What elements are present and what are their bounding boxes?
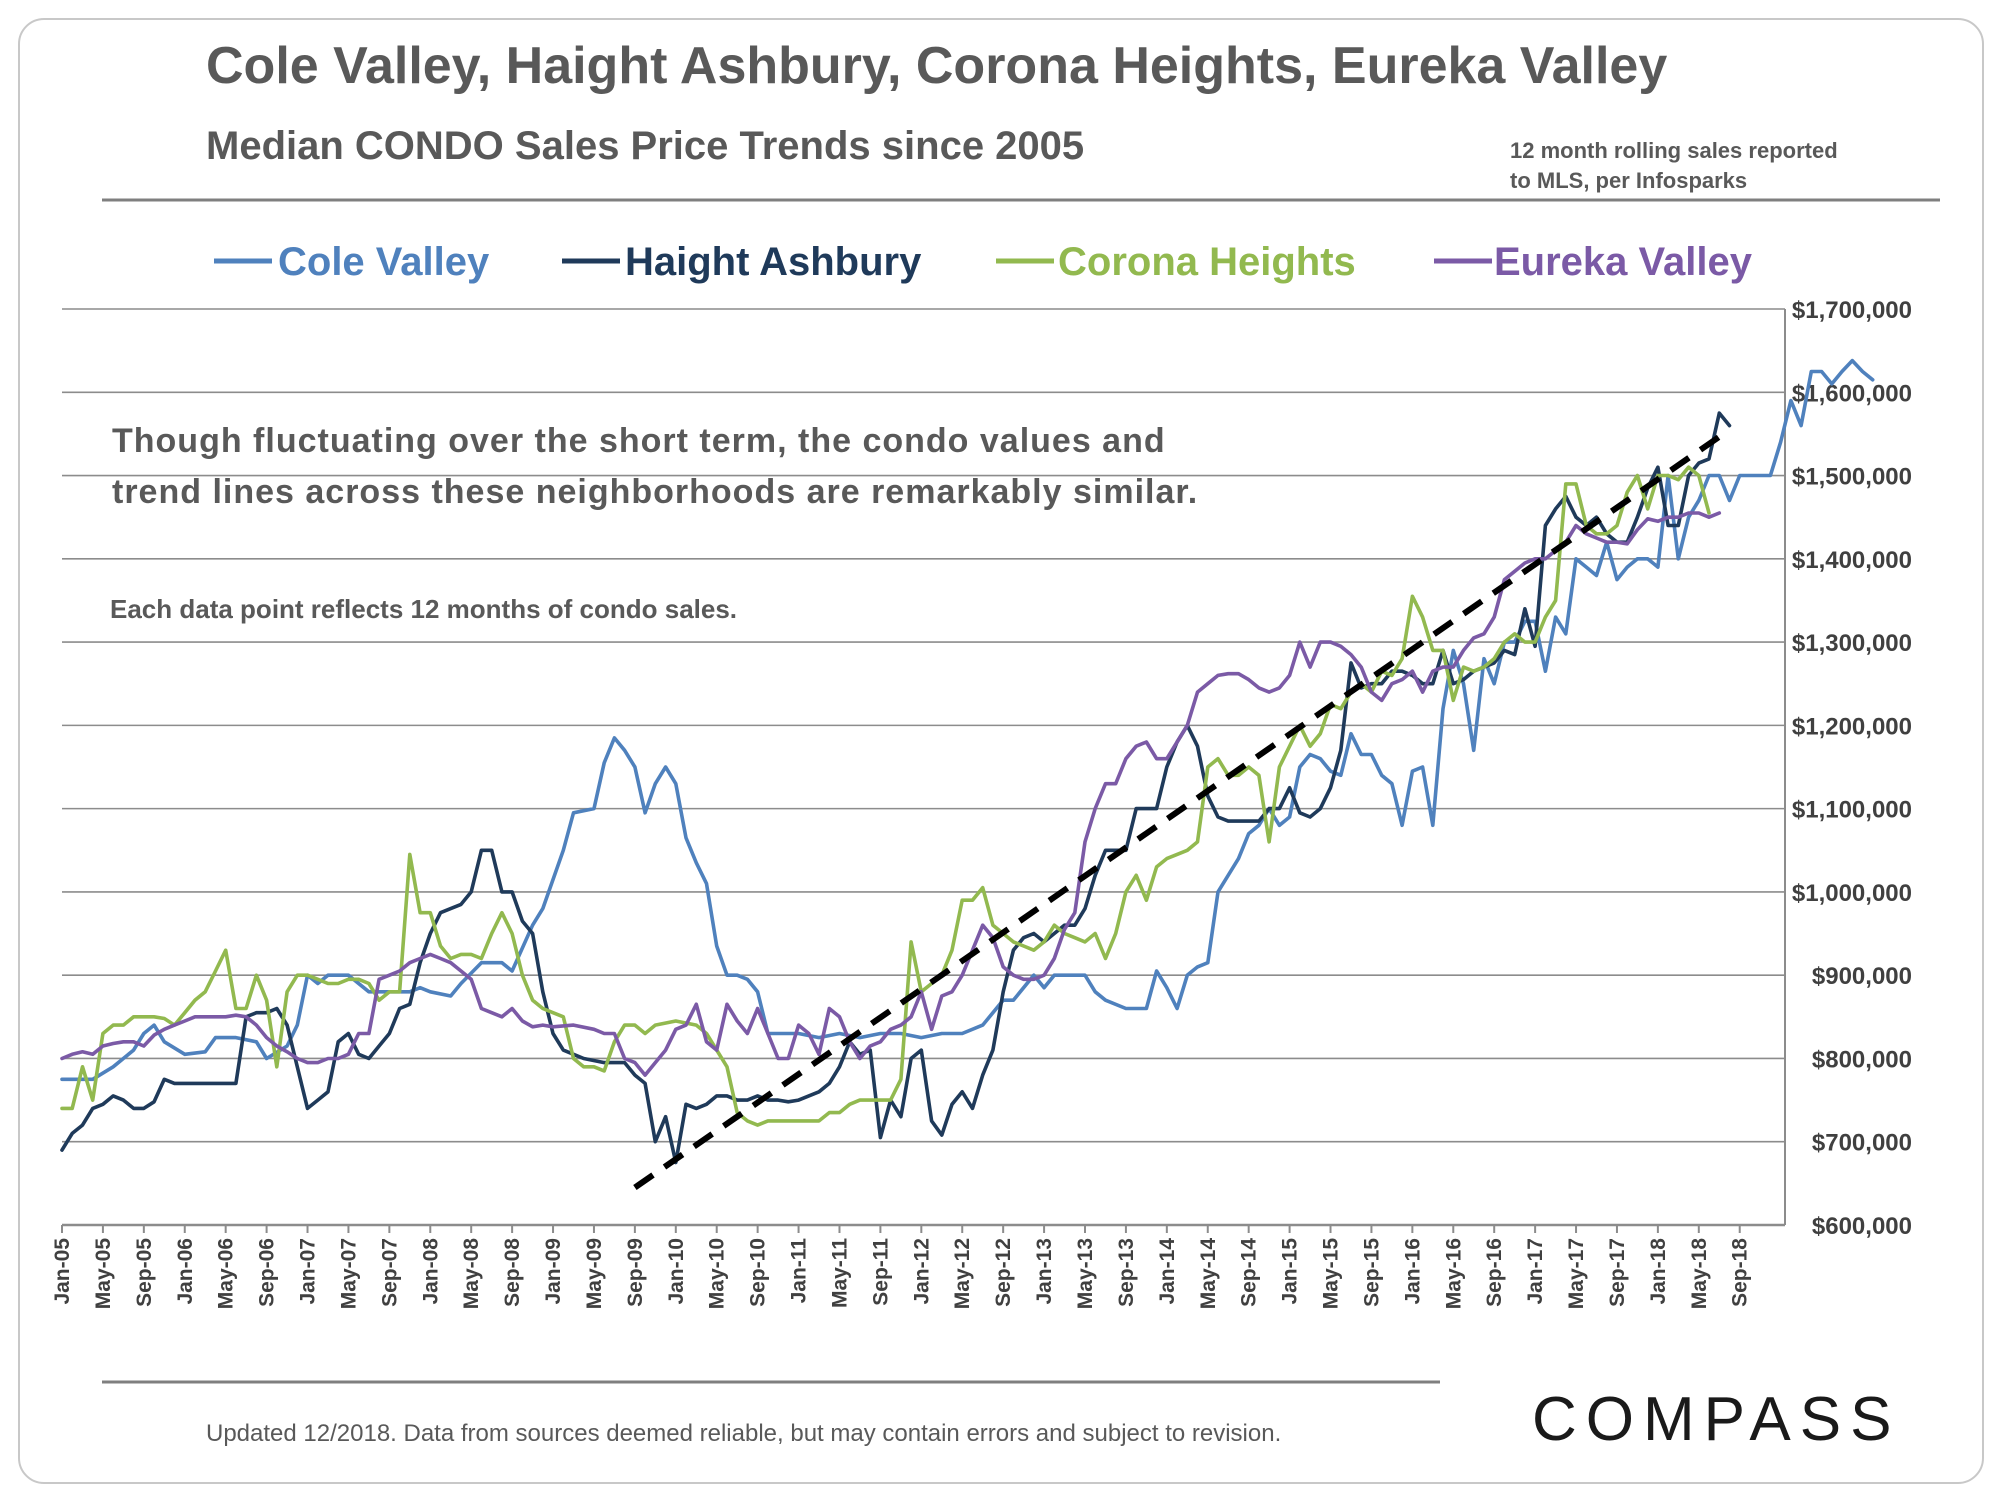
legend-label-eureka-valley: Eureka Valley bbox=[1494, 240, 1753, 284]
page-subtitle: Median CONDO Sales Price Trends since 20… bbox=[206, 124, 1084, 168]
x-tick-label: Jan-06 bbox=[174, 1238, 197, 1305]
compass-logo: COMPASS bbox=[1532, 1385, 1900, 1454]
x-tick-label: Sep-15 bbox=[1360, 1238, 1383, 1307]
x-tick-label: Sep-11 bbox=[869, 1238, 892, 1306]
x-tick-label: May-16 bbox=[1442, 1238, 1465, 1309]
x-tick-label: Sep-17 bbox=[1606, 1238, 1629, 1307]
x-tick-label: Sep-07 bbox=[378, 1238, 401, 1307]
x-tick-label: May-05 bbox=[92, 1238, 115, 1310]
y-tick-label: $1,400,000 bbox=[1792, 547, 1912, 574]
x-tick-label: May-08 bbox=[460, 1238, 483, 1310]
x-tick-label: Jan-07 bbox=[297, 1238, 320, 1305]
x-tick-label: Jan-12 bbox=[910, 1238, 933, 1305]
x-tick-label: Jan-05 bbox=[51, 1238, 74, 1305]
legend-item-corona-heights: Corona Heights bbox=[996, 240, 1356, 284]
x-tick-label: May-13 bbox=[1074, 1238, 1097, 1309]
x-tick-label: May-10 bbox=[706, 1238, 729, 1309]
y-tick-label: $1,600,000 bbox=[1792, 380, 1912, 407]
source-note-line2: to MLS, per Infosparks bbox=[1510, 168, 1747, 193]
y-tick-label: $1,500,000 bbox=[1792, 464, 1912, 491]
legend-label-haight-ashbury: Haight Ashbury bbox=[625, 240, 922, 284]
x-tick-label: May-06 bbox=[215, 1238, 238, 1309]
legend-item-eureka-valley: Eureka Valley bbox=[1434, 240, 1753, 284]
x-tick-label: Jan-15 bbox=[1279, 1238, 1302, 1305]
x-tick-label: Sep-09 bbox=[624, 1238, 647, 1307]
series-line-corona-heights bbox=[60, 465, 1711, 1127]
x-tick-label: May-12 bbox=[951, 1238, 974, 1309]
x-tick-label: Jan-16 bbox=[1401, 1238, 1424, 1305]
x-tick-label: May-15 bbox=[1320, 1238, 1343, 1310]
legend: Cole Valley Haight Ashbury Corona Height… bbox=[214, 240, 1753, 284]
y-tick-label: $1,200,000 bbox=[1792, 713, 1912, 740]
x-tick-label: Jan-13 bbox=[1033, 1238, 1056, 1305]
x-tick-label: May-11 bbox=[828, 1238, 851, 1308]
y-tick-label: $1,300,000 bbox=[1792, 630, 1912, 657]
x-tick-label: Sep-16 bbox=[1483, 1238, 1506, 1307]
y-tick-label: $900,000 bbox=[1812, 963, 1912, 990]
series-line-cole-valley bbox=[60, 358, 1875, 1082]
x-tick-label: Jan-17 bbox=[1524, 1238, 1547, 1305]
y-tick-label: $1,000,000 bbox=[1792, 880, 1912, 907]
y-tick-label: $700,000 bbox=[1812, 1130, 1912, 1157]
y-axis-ticks: $1,700,000 $1,600,000 $1,500,000 $1,400,000… bbox=[1792, 297, 1912, 1240]
y-tick-label: $600,000 bbox=[1812, 1213, 1912, 1240]
annotation-main-line1: Though fluctuating over the short term, … bbox=[112, 422, 1166, 460]
x-tick-label: Jan-18 bbox=[1647, 1238, 1670, 1305]
x-tick-label: Jan-14 bbox=[1156, 1238, 1179, 1305]
source-note-line1: 12 month rolling sales reported bbox=[1510, 138, 1838, 163]
x-tick-label: May-09 bbox=[583, 1238, 606, 1309]
x-tick-label: Sep-13 bbox=[1115, 1238, 1138, 1307]
page-title: Cole Valley, Haight Ashbury, Corona Heig… bbox=[206, 37, 1667, 95]
x-tick-label: May-07 bbox=[337, 1238, 360, 1309]
annotation-secondary: Each data point reflects 12 months of co… bbox=[110, 594, 737, 624]
annotation-main-line2: trend lines across these neighborhoods a… bbox=[112, 473, 1198, 511]
series-line-eureka-valley bbox=[60, 511, 1722, 1077]
x-axis-ticks: Jan-05 May-05 Sep-05 Jan-06 May-06 Sep-06 Jan-… bbox=[51, 1225, 1752, 1309]
footer-disclaimer: Updated 12/2018. Data from sources deeme… bbox=[206, 1420, 1281, 1447]
x-tick-label: Sep-05 bbox=[133, 1238, 156, 1307]
x-tick-label: Sep-06 bbox=[256, 1238, 279, 1307]
y-tick-label: $1,100,000 bbox=[1792, 797, 1912, 824]
x-tick-label: Jan-08 bbox=[419, 1238, 442, 1305]
legend-item-cole-valley: Cole Valley bbox=[214, 240, 490, 284]
x-tick-label: Sep-12 bbox=[992, 1238, 1015, 1307]
series-line-haight-ashbury bbox=[60, 411, 1732, 1165]
x-tick-label: May-17 bbox=[1565, 1238, 1588, 1309]
legend-label-cole-valley: Cole Valley bbox=[278, 240, 490, 284]
trend-line bbox=[633, 427, 1732, 1190]
y-tick-label: $1,700,000 bbox=[1792, 297, 1912, 324]
x-tick-label: Sep-10 bbox=[747, 1238, 770, 1307]
x-tick-label: Jan-09 bbox=[542, 1238, 565, 1305]
data-series bbox=[60, 358, 1875, 1190]
x-tick-label: Sep-14 bbox=[1238, 1238, 1261, 1307]
legend-label-corona-heights: Corona Heights bbox=[1058, 240, 1356, 284]
x-tick-label: Sep-18 bbox=[1729, 1238, 1752, 1307]
x-tick-label: May-14 bbox=[1197, 1238, 1220, 1310]
x-tick-label: Jan-11 bbox=[788, 1238, 811, 1304]
y-tick-label: $800,000 bbox=[1812, 1046, 1912, 1073]
legend-item-haight-ashbury: Haight Ashbury bbox=[562, 240, 922, 284]
x-tick-label: Jan-10 bbox=[665, 1238, 688, 1305]
x-tick-label: Sep-08 bbox=[501, 1238, 524, 1307]
x-tick-label: May-18 bbox=[1688, 1238, 1711, 1310]
